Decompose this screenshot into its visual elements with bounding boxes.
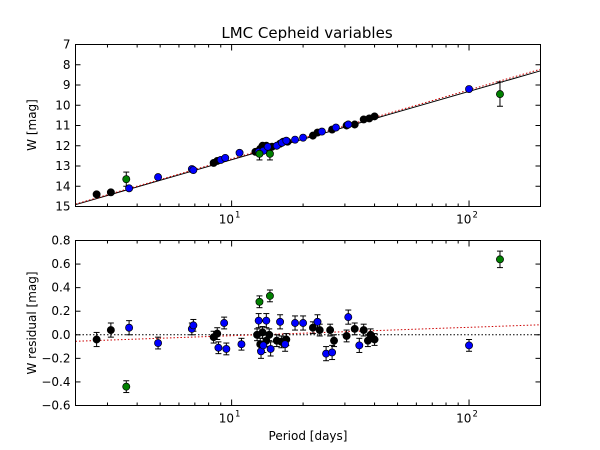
data-point-black <box>315 326 324 335</box>
data-point-black <box>350 324 359 333</box>
data-point-black <box>106 188 115 197</box>
fit-line-fit-alt <box>75 68 541 205</box>
data-point-blue <box>465 85 473 94</box>
panel-w-residual: −0.6 −0.4 −0.2 0.0 0.2 0.4 0.6 0.8 101 102 W resi… <box>25 234 541 443</box>
data-point-blue <box>263 142 272 151</box>
data-point-blue <box>344 120 353 129</box>
data-point-black <box>330 336 338 345</box>
data-point-blue <box>291 319 299 327</box>
data-point-blue <box>281 340 290 349</box>
y-tick-label: −0.6 <box>41 399 70 413</box>
data-point-black <box>308 323 317 332</box>
y-tick-label: 11 <box>55 119 70 133</box>
data-point-green <box>496 90 504 99</box>
data-point-blue <box>299 133 308 142</box>
y-tick-label: 12 <box>55 139 70 153</box>
data-point-green <box>255 297 264 306</box>
data-point-blue <box>331 123 340 132</box>
y-tick-label: 15 <box>55 200 70 214</box>
data-point-black <box>258 328 267 337</box>
data-point-green <box>122 382 131 391</box>
chart-title: LMC Cepheid variables <box>221 24 392 42</box>
data-point-blue <box>189 321 198 330</box>
fit-lines <box>75 68 541 206</box>
panel-w-magnitude: 7 8 9 10 11 12 13 14 15 101 102 W [mag] <box>25 38 541 227</box>
data-point-black <box>370 335 379 344</box>
y-tick-label: 0.8 <box>51 234 70 248</box>
data-point-blue <box>355 341 364 350</box>
data-point-blue <box>328 348 337 357</box>
plot-frame <box>75 240 541 406</box>
fit-lines <box>75 324 541 342</box>
data-point-blue <box>154 173 163 182</box>
x-tick-label: 102 <box>456 211 478 227</box>
data-point-blue <box>465 341 473 350</box>
y-tick-label: 9 <box>63 78 71 92</box>
y-tick-label: −0.4 <box>41 375 70 389</box>
y-tick-label: 8 <box>63 58 71 72</box>
data-point-blue <box>344 313 353 322</box>
data-point-blue <box>282 136 291 145</box>
data-point-black <box>359 326 368 335</box>
data-point-blue <box>254 316 263 325</box>
data-point-black <box>92 190 101 199</box>
y-tick-label: 0.4 <box>51 281 70 295</box>
plot-frame <box>75 44 541 207</box>
data-point-black <box>342 332 351 340</box>
data-point-blue <box>220 319 229 327</box>
data-point-green <box>265 149 274 158</box>
y-tick-label: 0.0 <box>51 328 70 342</box>
data-points <box>92 255 504 391</box>
y-tick-label: 0.6 <box>51 257 70 271</box>
y-tick-label: 13 <box>55 159 70 173</box>
data-point-blue <box>313 317 322 326</box>
y-axis-label: W residual [mag] <box>25 271 39 374</box>
data-point-blue <box>125 184 134 193</box>
axis-ticks: 7 8 9 10 11 12 13 14 15 101 102 <box>55 38 541 227</box>
x-tick-label: 101 <box>219 410 241 426</box>
data-point-green <box>496 255 504 264</box>
data-point-blue <box>221 153 230 162</box>
data-point-blue <box>276 317 285 326</box>
data-point-blue <box>291 135 299 144</box>
data-points <box>92 85 504 199</box>
data-point-blue <box>189 166 198 174</box>
x-tick-label: 102 <box>456 410 478 426</box>
data-point-blue <box>214 343 223 352</box>
y-axis-label: W [mag] <box>25 99 39 151</box>
data-point-blue <box>266 344 275 353</box>
y-tick-label: 0.2 <box>51 304 70 318</box>
data-point-blue <box>299 319 308 327</box>
data-point-black <box>106 326 115 335</box>
data-point-blue <box>262 316 271 325</box>
data-point-blue <box>154 339 163 347</box>
fit-line-fit-alt <box>75 324 541 342</box>
data-point-black <box>265 330 274 339</box>
y-tick-label: 10 <box>55 98 70 112</box>
data-point-green <box>255 149 264 158</box>
data-point-black <box>326 326 335 335</box>
data-point-blue <box>317 127 326 136</box>
data-point-black <box>370 112 379 121</box>
x-tick-label: 101 <box>219 211 241 227</box>
data-point-blue <box>259 341 268 350</box>
data-point-green <box>265 291 274 300</box>
y-tick-label: 7 <box>63 38 71 52</box>
data-point-black <box>213 329 222 338</box>
data-point-blue <box>237 340 246 349</box>
y-tick-label: 14 <box>55 179 70 193</box>
data-point-blue <box>222 344 231 353</box>
data-point-green <box>122 175 131 184</box>
axis-ticks: −0.6 −0.4 −0.2 0.0 0.2 0.4 0.6 0.8 101 102 <box>41 234 541 426</box>
fit-line-fit <box>75 70 541 206</box>
data-point-blue <box>125 323 134 332</box>
data-point-black <box>92 335 101 344</box>
y-tick-label: −0.2 <box>41 351 70 365</box>
x-axis-label: Period [days] <box>269 429 348 443</box>
data-point-blue <box>235 148 244 157</box>
